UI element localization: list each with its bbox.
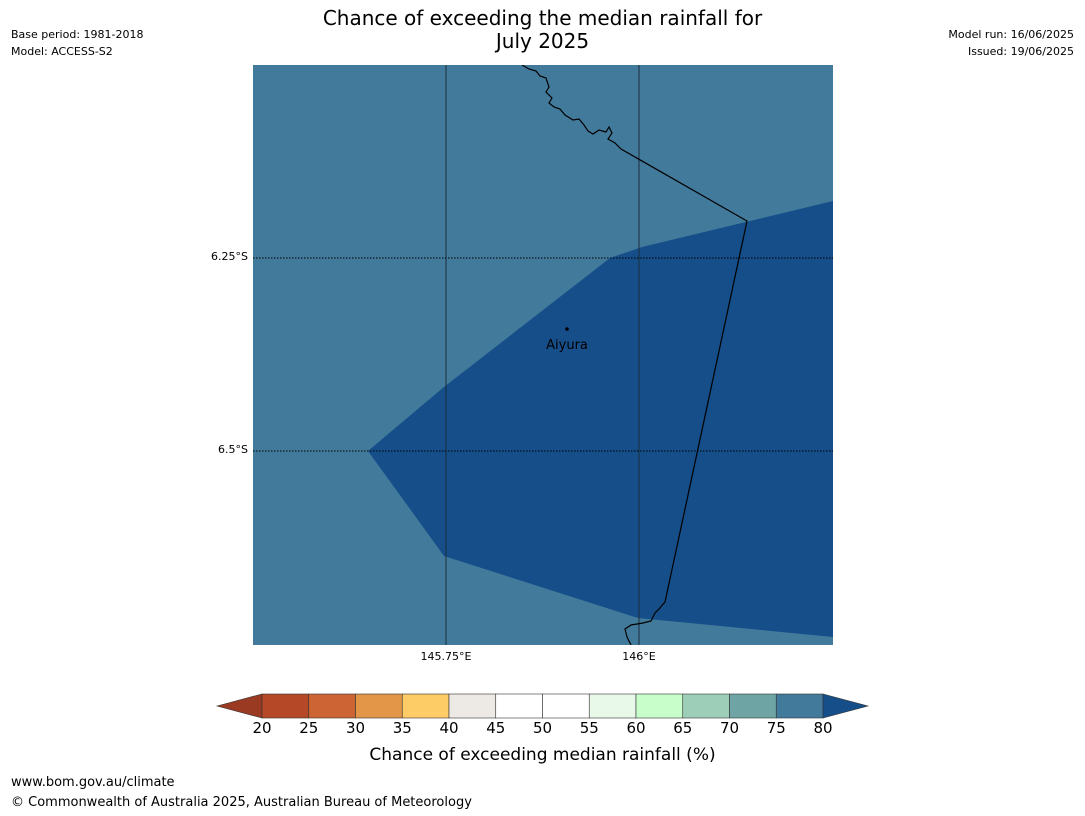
colorbar-tick-label: 65 [673, 719, 693, 737]
lon-label-145-75: 145.75°E [420, 650, 472, 663]
colorbar [215, 693, 870, 719]
rainfall-map: Aiyura [253, 65, 833, 645]
colorbar-tick-label: 30 [345, 719, 366, 737]
colorbar-segment [635, 693, 684, 719]
lat-label-6-25: 6.25°S [211, 250, 248, 263]
colorbar-label: Chance of exceeding median rainfall (%) [369, 745, 716, 765]
location-marker [565, 327, 569, 331]
colorbar-tick-label: 45 [486, 719, 506, 737]
colorbar-tick-label: 55 [579, 719, 599, 737]
issued-date: Issued: 19/06/2025 [967, 45, 1074, 58]
colorbar-tick-label: 80 [813, 719, 833, 737]
model-name: Model: ACCESS-S2 [11, 45, 113, 58]
lat-label-6-5: 6.5°S [218, 443, 248, 456]
footer-url: www.bom.gov.au/climate [11, 775, 175, 790]
base-period: Base period: 1981-2018 [11, 28, 144, 41]
colorbar-tick-label: 35 [392, 719, 412, 737]
meta-left: Base period: 1981-2018 Model: ACCESS-S2 [11, 26, 143, 60]
coastline-border [521, 65, 748, 645]
colorbar-tick-label: 25 [299, 719, 319, 737]
title-line-2: July 2025 [495, 29, 590, 53]
colorbar-tick-label: 50 [532, 719, 553, 737]
place-label: Aiyura [546, 338, 588, 353]
colorbar-segment [588, 693, 637, 719]
colorbar-segment [775, 693, 824, 719]
colorbar-segment [401, 693, 450, 719]
colorbar-segment [729, 693, 777, 719]
colorbar-tick-label: 70 [719, 719, 740, 737]
colorbar-tick-label: 60 [626, 719, 646, 737]
colorbar-extend-high [822, 693, 870, 719]
title-line-1: Chance of exceeding the median rainfall … [322, 6, 763, 30]
colorbar-segment [261, 693, 310, 719]
colorbar-tick-label: 20 [252, 719, 272, 737]
colorbar-segment [495, 693, 543, 719]
colorbar-extend-low [215, 693, 263, 719]
probability-zone-over-80 [368, 201, 833, 637]
colorbar-segment [308, 693, 356, 719]
colorbar-tick-label: 75 [766, 719, 786, 737]
lon-label-146: 146°E [622, 650, 656, 663]
colorbar-tick-label: 40 [439, 719, 459, 737]
colorbar-segment [682, 693, 730, 719]
colorbar-segment [448, 693, 497, 719]
meta-right: Model run: 16/06/2025 Issued: 19/06/2025 [948, 26, 1074, 60]
footer-copyright: © Commonwealth of Australia 2025, Austra… [11, 795, 472, 810]
colorbar-segment [355, 693, 403, 719]
colorbar-segment [542, 693, 590, 719]
map-title: Chance of exceeding the median rainfall … [0, 7, 1085, 53]
model-run: Model run: 16/06/2025 [948, 28, 1074, 41]
